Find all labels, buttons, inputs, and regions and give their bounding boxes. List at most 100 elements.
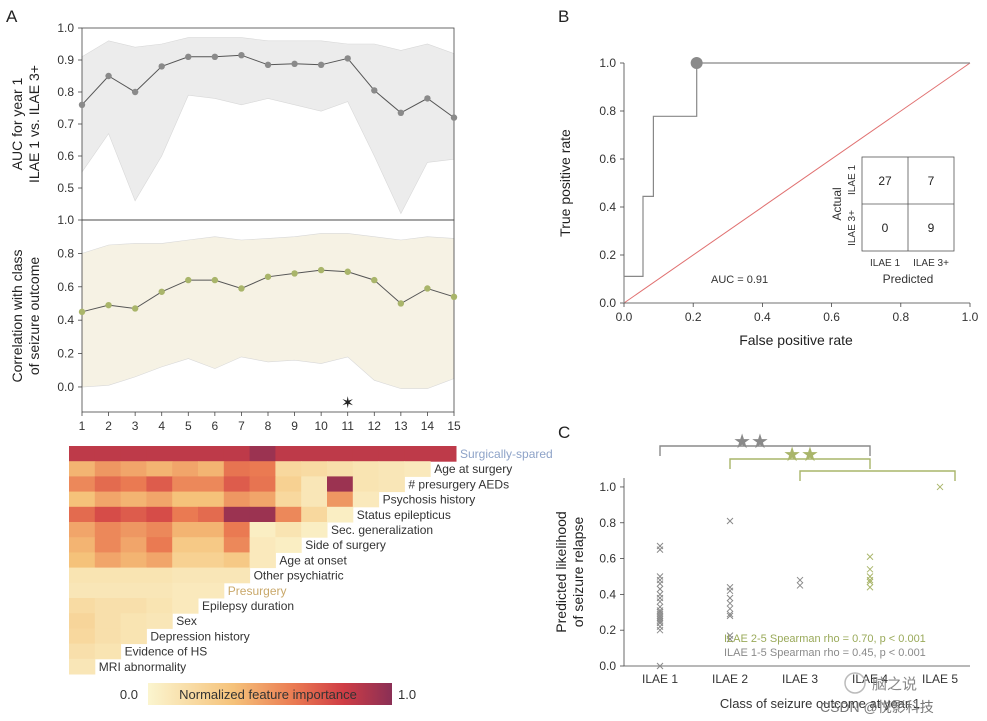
data-point (371, 87, 378, 94)
c-x-tick-label: ILAE 5 (922, 672, 958, 686)
panel-b-roc-chart: 0.0 0.2 0.4 0.6 0.8 1.0 0.0 0.2 0.4 0.6 0.8 1.0 Fa… (557, 56, 979, 348)
scatter-point (866, 553, 874, 561)
heatmap-cell (198, 461, 225, 477)
panel-label-b: B (558, 7, 569, 26)
cm-row-label-1: ILAE 1 (847, 165, 858, 195)
heatmap-cell (120, 628, 147, 645)
heatmap-cell (146, 461, 173, 477)
data-point (317, 266, 325, 274)
x-tick-label: 13 (394, 419, 408, 433)
heatmap-cell (378, 461, 405, 477)
panel-c-yaxis: 0.0 0.2 0.4 0.6 0.8 1.0 (599, 480, 624, 673)
selected-model-star-icon: ✶ (341, 395, 354, 412)
heatmap-row-label: Presurgery (228, 584, 287, 598)
heatmap-cell (352, 446, 380, 462)
heatmap-cell (146, 537, 173, 553)
heatmap-cell (146, 582, 173, 599)
heatmap-cell (69, 552, 96, 569)
panel-a-mid-xaxis: 1 2 3 4 5 6 7 8 9 10 11 12 13 14 15 (79, 412, 461, 433)
scatter-point (656, 662, 664, 670)
heatmap-cell (327, 461, 354, 477)
roc-xlabel: False positive rate (739, 332, 853, 348)
heatmap-cell (120, 598, 147, 614)
x-tick-label: 11 (341, 419, 354, 433)
significance-bracket (659, 445, 871, 456)
data-point (131, 88, 139, 96)
scatter-point (866, 565, 874, 573)
heatmap-cell (94, 446, 122, 462)
heatmap-row-label: MRI abnormality (99, 660, 186, 674)
data-point (424, 285, 431, 292)
heatmap-row-label: Sec. generalization (331, 523, 433, 537)
cm-cell-fp: 0 (882, 221, 889, 235)
scatter-point (726, 599, 734, 607)
y-tick-label: 1.0 (57, 213, 74, 227)
heatmap-cell (146, 446, 173, 462)
heatmap-cell (69, 582, 96, 599)
scatter-point (656, 580, 664, 587)
heatmap-cell (69, 658, 96, 675)
data-point (371, 276, 378, 284)
roc-x-tick-label: 0.2 (685, 310, 702, 324)
heatmap-row-label: Status epilepticus (357, 508, 451, 522)
heatmap-row-label: Psychosis history (383, 493, 476, 507)
heatmap-cell (69, 522, 96, 538)
heatmap-cell (172, 491, 199, 508)
roc-operating-point (690, 57, 703, 69)
heatmap-cell (172, 537, 199, 553)
data-point (344, 55, 351, 62)
data-point (238, 285, 245, 292)
roc-y-tick-label: 1.0 (599, 56, 616, 70)
x-tick-label: 15 (447, 419, 461, 433)
data-point (450, 114, 458, 121)
heatmap-cell (120, 537, 147, 553)
roc-x-tick-label: 0.8 (892, 310, 909, 324)
data-point (78, 101, 86, 109)
heatmap-cell (172, 506, 199, 523)
heatmap-cell (404, 461, 431, 477)
c-y-tick-label: 0.2 (599, 623, 616, 637)
roc-xaxis: 0.0 0.2 0.4 0.6 0.8 1.0 (616, 303, 979, 324)
heatmap-cell (146, 491, 173, 508)
heatmap-cell (249, 461, 276, 477)
scatter-point (866, 576, 874, 584)
scatter-point (866, 578, 874, 586)
roc-y-tick-label: 0.6 (599, 152, 616, 166)
heatmap-row-label: Sex (176, 614, 197, 628)
significance-bracket (729, 458, 871, 469)
y-tick-label: 1.0 (57, 21, 74, 35)
heatmap-cell (146, 613, 173, 629)
heatmap-cell (223, 476, 251, 493)
heatmap-cell (249, 522, 276, 538)
cm-cell-tn: 9 (928, 221, 935, 235)
heatmap-cell (69, 628, 96, 645)
chance-diagonal (623, 62, 971, 304)
scatter-point (866, 583, 874, 591)
heatmap-cell (301, 491, 328, 508)
heatmap-cell (275, 446, 302, 462)
heatmap-cell (249, 446, 276, 462)
colorbar-gradient (148, 683, 392, 705)
panel-label-a: A (6, 7, 18, 26)
panel-a-mid-yaxis: 0.0 0.2 0.4 0.6 0.8 1.0 (57, 213, 82, 394)
heatmap-cell (94, 461, 122, 477)
heatmap-cell (172, 461, 199, 477)
data-point (397, 300, 405, 307)
heatmap-cell (275, 461, 302, 477)
heatmap-cell (327, 506, 354, 523)
scatter-point (936, 483, 944, 491)
data-point (105, 301, 112, 309)
significance-brackets: ★★ ★★ (659, 431, 956, 481)
logo-icon (844, 672, 866, 694)
c-y-axis-label: of seizure relapse (570, 517, 586, 628)
x-tick-label: 5 (185, 419, 192, 433)
cm-cell-tp: 27 (878, 174, 892, 188)
scatter-point (796, 582, 804, 589)
heatmap-cell (69, 461, 96, 477)
heatmap-cell (69, 446, 96, 462)
data-point (158, 63, 165, 70)
heatmap-cell (69, 476, 96, 493)
heatmap-cell (198, 506, 225, 523)
heatmap-cell (94, 582, 122, 599)
heatmap-cell (223, 446, 251, 462)
